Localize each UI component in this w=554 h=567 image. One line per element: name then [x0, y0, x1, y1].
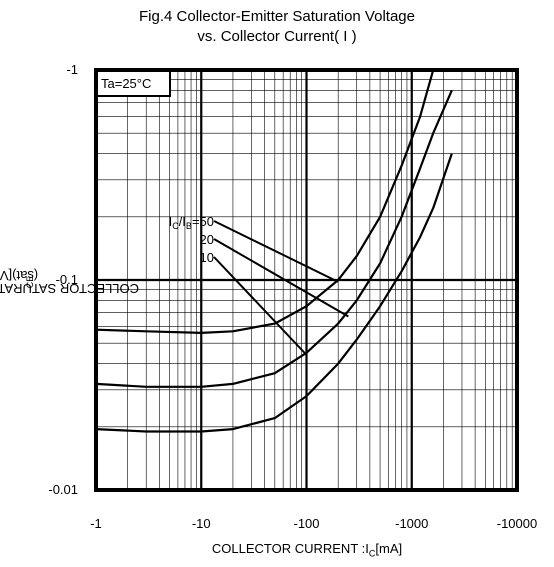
x-axis-label: COLLECTOR CURRENT :IC[mA] — [96, 541, 518, 559]
x-tick-label: -10 — [192, 516, 211, 531]
series-label-20: 20 — [200, 232, 214, 247]
series-leader-line — [214, 221, 338, 282]
series-leader-line — [214, 257, 307, 355]
y-tick-label: -1 — [66, 62, 78, 77]
x-tick-label: -1000 — [395, 516, 428, 531]
x-tick-label: -1 — [90, 516, 102, 531]
condition-label: Ta=25°C — [101, 76, 151, 91]
y-tick-label: -0.01 — [48, 482, 78, 497]
x-tick-label: -10000 — [497, 516, 537, 531]
series-line-20 — [96, 90, 452, 386]
series-label-10: 10 — [200, 250, 214, 265]
x-tick-label: -100 — [293, 516, 319, 531]
